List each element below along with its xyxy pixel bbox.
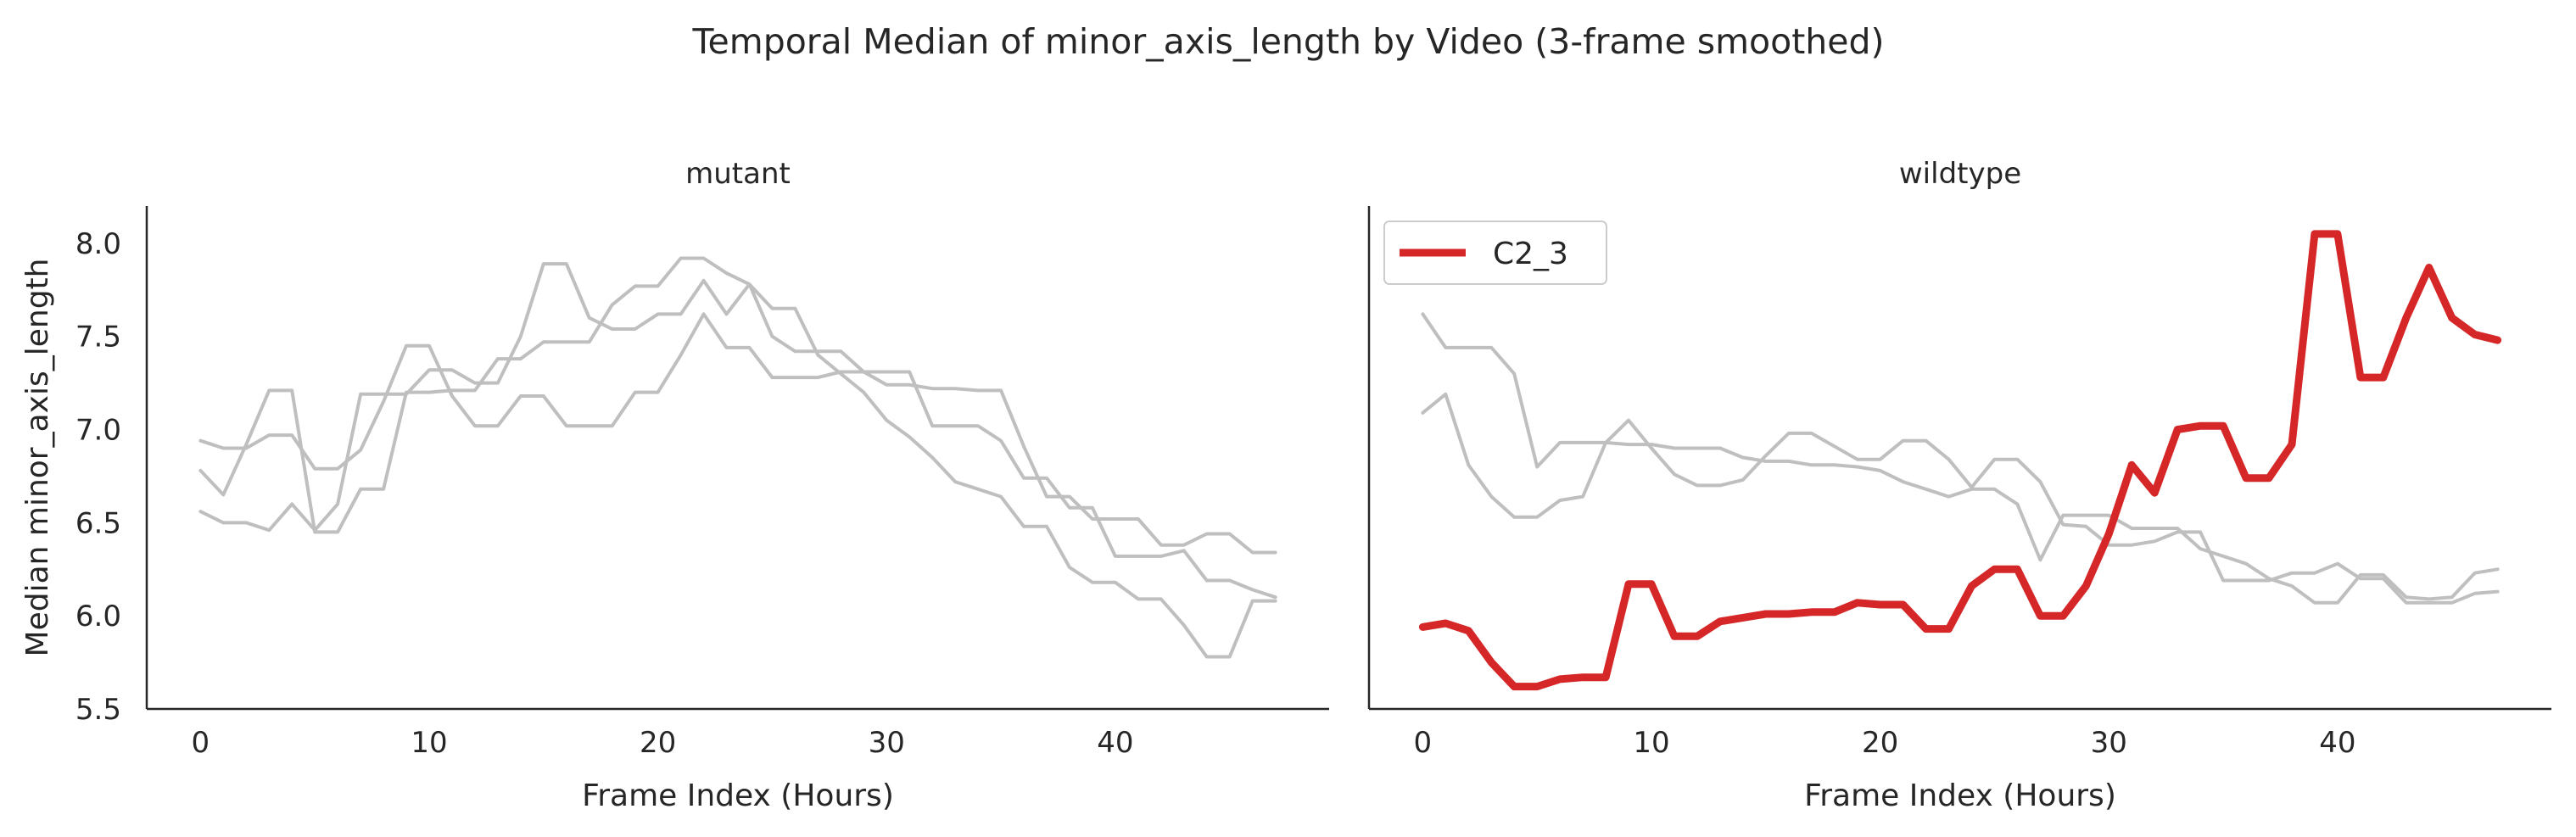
y-tick-label: 7.5 (75, 321, 121, 354)
figure-suptitle: Temporal Median of minor_axis_length by … (691, 21, 1884, 62)
x-tick-label: 30 (2091, 726, 2127, 760)
x-tick-label: 30 (869, 726, 905, 760)
panel-mutant: mutant 0 10 20 30 40 5.5 6.0 6.5 7.0 7.5 8.0 Frame I… (20, 157, 1329, 813)
legend-box (1383, 220, 1607, 285)
x-tick-label: 10 (411, 726, 447, 760)
y-axis-label: Median minor_axis_length (20, 259, 55, 657)
series-line-1 (1421, 312, 2500, 605)
x-tick-label: 40 (2319, 726, 2355, 760)
y-tick-label: 7.0 (75, 414, 121, 448)
y-tick-label: 8.0 (75, 227, 121, 261)
y-tick-label: 6.0 (75, 600, 121, 633)
x-tick-label: 20 (1862, 726, 1898, 760)
x-tick-label: 40 (1097, 726, 1133, 760)
x-tick-label: 20 (640, 726, 676, 760)
y-tick-label: 5.5 (75, 693, 121, 727)
x-tick-label: 0 (1414, 726, 1433, 760)
panel-title: wildtype (1899, 157, 2021, 191)
panel-wildtype: wildtype 0 10 20 30 40 Frame Index (Hours) C2_3 (1367, 157, 2551, 813)
series-line-3 (198, 262, 1277, 600)
panel-title: mutant (685, 157, 791, 191)
x-axis-label: Frame Index (Hours) (582, 778, 894, 813)
y-tick-label: 6.5 (75, 506, 121, 540)
x-tick-label: 10 (1633, 726, 1669, 760)
legend-label: C2_3 (1493, 237, 1568, 271)
series-line-1 (198, 312, 1277, 555)
series-line-2 (1421, 392, 2500, 605)
series-line-C2_3 (1418, 230, 2502, 691)
legend: C2_3 (1383, 220, 1607, 285)
x-axis-label: Frame Index (Hours) (1804, 778, 2116, 813)
x-tick-label: 0 (192, 726, 210, 760)
series-line-2 (198, 256, 1277, 659)
